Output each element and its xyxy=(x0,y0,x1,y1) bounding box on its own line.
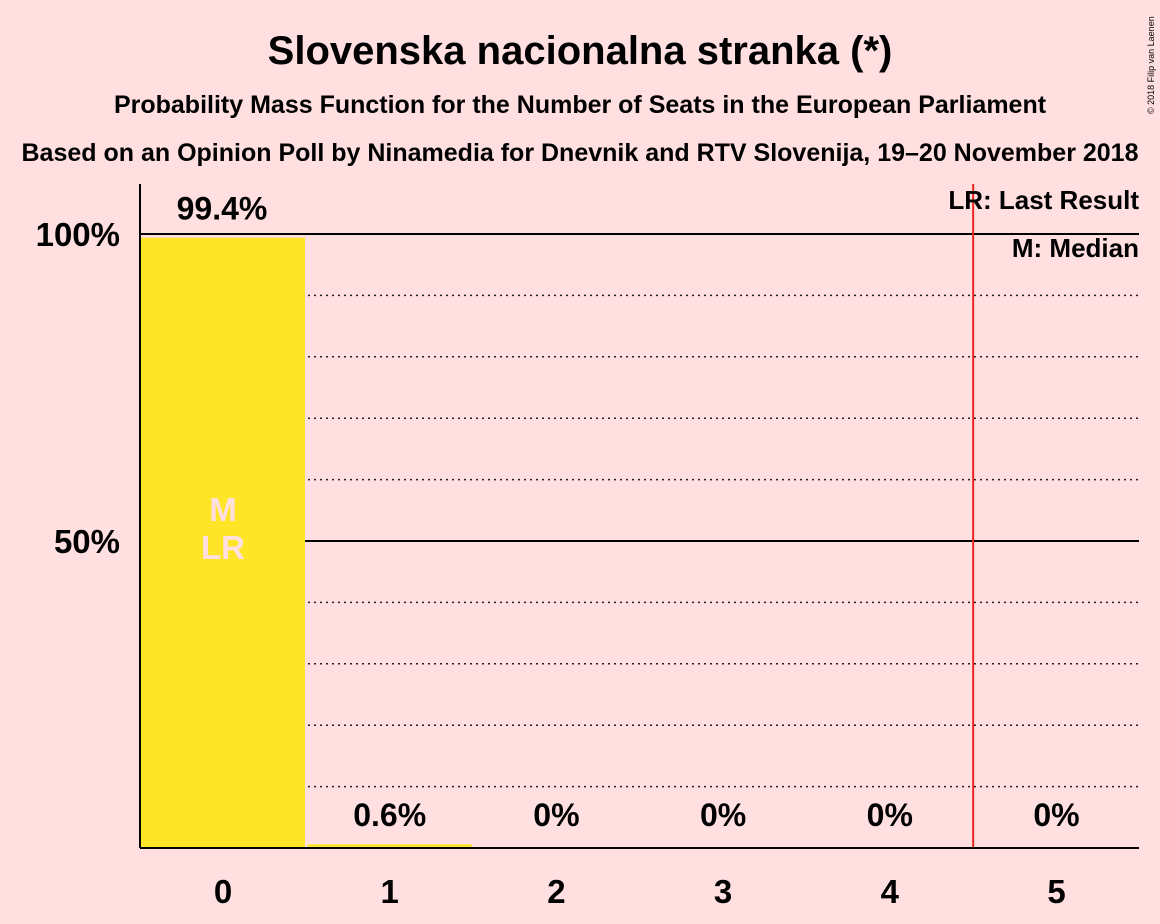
chart-subtitle-source: Based on an Opinion Poll by Ninamedia fo… xyxy=(22,139,1139,167)
bars xyxy=(141,237,472,848)
chart-title: Slovenska nacionalna stranka (*) xyxy=(268,29,893,73)
bar-value-label: 0% xyxy=(533,797,579,833)
bar-value-label: 0% xyxy=(1033,797,1079,833)
bar xyxy=(141,237,305,848)
gridlines xyxy=(140,184,1139,848)
last-result-marker: LR xyxy=(201,529,245,566)
x-tick-label: 1 xyxy=(381,873,399,910)
legend-last-result: LR: Last Result xyxy=(948,185,1139,215)
x-tick-label: 4 xyxy=(881,873,900,910)
bar-value-label: 99.4% xyxy=(177,191,268,227)
axes xyxy=(139,184,1139,849)
chart-subtitle: Probability Mass Function for the Number… xyxy=(114,91,1047,119)
x-tick-label: 2 xyxy=(547,873,565,910)
x-tick-label: 5 xyxy=(1047,873,1065,910)
bar xyxy=(307,844,472,848)
labels: 50% 100% 99.4% 0 0.6% 1 0% 2 0% 3 0% 4 0% 5 MLR xyxy=(36,191,1080,910)
legend-median: M: Median xyxy=(1012,233,1139,263)
x-tick-label: 0 xyxy=(214,873,232,910)
bar-value-label: 0% xyxy=(867,797,913,833)
y-tick-label: 100% xyxy=(36,216,120,253)
bar-value-label: 0.6% xyxy=(353,797,426,833)
median-marker: M xyxy=(209,491,237,528)
copyright-text: © 2018 Filip van Laenen xyxy=(1146,16,1156,114)
y-tick-label: 50% xyxy=(54,523,120,560)
x-tick-label: 3 xyxy=(714,873,732,910)
bar-value-label: 0% xyxy=(700,797,746,833)
